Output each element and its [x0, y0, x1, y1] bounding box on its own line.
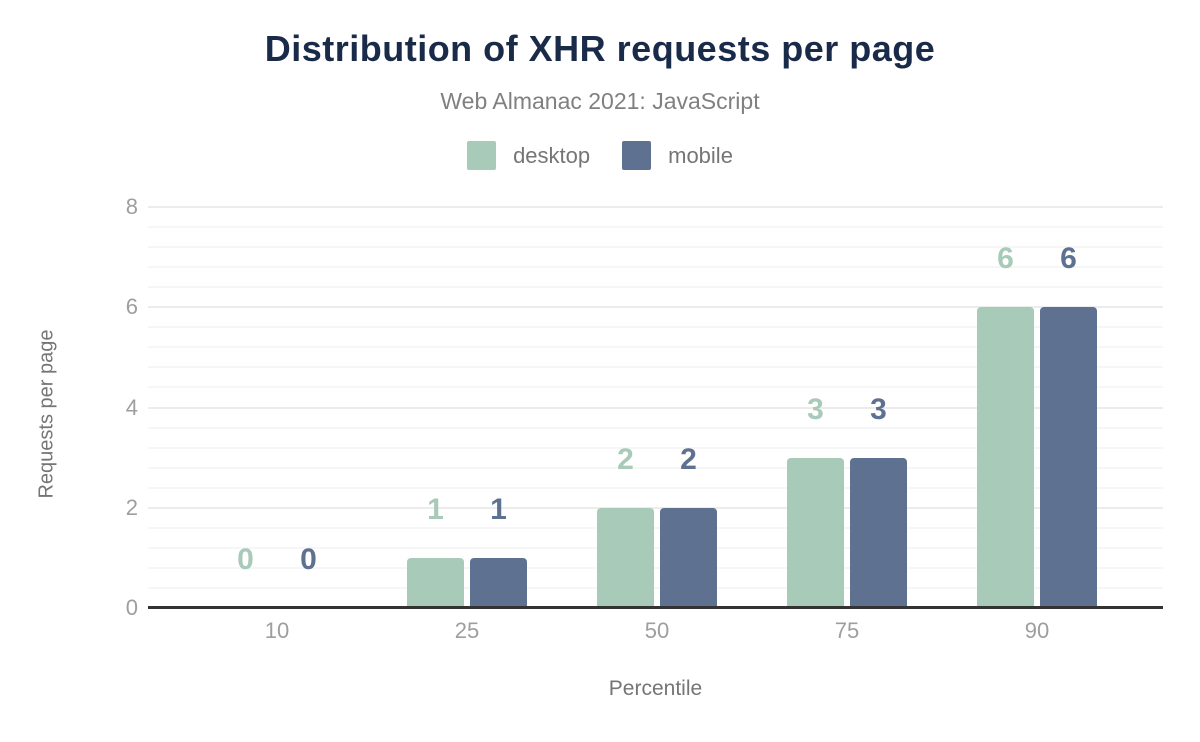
bar-desktop-p50: [597, 508, 654, 608]
bar-label-desktop-p90: 6: [997, 242, 1014, 275]
y-tick-0: 0: [125, 595, 138, 620]
x-tick-50: 50: [644, 618, 670, 643]
gridline-major: [148, 306, 1163, 309]
bar-mobile-p50: [660, 508, 717, 608]
gridline-minor: [148, 446, 1163, 449]
bar-desktop-p90: [977, 307, 1034, 608]
x-tick-90: 90: [1024, 618, 1050, 643]
gridline-major: [148, 406, 1163, 409]
y-tick-6: 6: [125, 294, 138, 320]
bar-label-mobile-p25: 1: [490, 493, 507, 526]
bar-label-desktop-p25: 1: [427, 493, 444, 526]
gridline-minor: [148, 226, 1163, 229]
x-tick-75: 75: [834, 618, 860, 643]
bar-label-desktop-p10: 0: [237, 543, 254, 576]
bar-desktop-p25: [407, 558, 464, 608]
y-tick-2: 2: [125, 494, 138, 520]
bar-mobile-p90: [1040, 307, 1097, 608]
legend: desktop mobile: [0, 141, 1200, 170]
y-tick-4: 4: [125, 394, 138, 420]
mobile-swatch: [622, 141, 652, 170]
x-tick-10: 10: [264, 618, 290, 643]
desktop-swatch: [467, 141, 497, 170]
legend-item-mobile: mobile: [622, 141, 733, 170]
gridline-minor: [148, 586, 1163, 589]
gridline-minor: [148, 266, 1163, 269]
legend-item-desktop: desktop: [467, 141, 590, 170]
gridline-minor: [148, 486, 1163, 489]
legend-label-desktop: desktop: [513, 142, 591, 168]
gridline-minor: [148, 346, 1163, 349]
bar-label-mobile-p75: 3: [870, 393, 887, 426]
gridline-minor: [148, 386, 1163, 389]
bar-mobile-p75: [850, 458, 907, 608]
gridline-major: [148, 506, 1163, 509]
bar-label-desktop-p75: 3: [807, 393, 824, 426]
x-axis-title: Percentile: [608, 677, 703, 700]
gridline-minor: [148, 526, 1163, 529]
x-tick-25: 25: [454, 618, 480, 643]
chart-title: Distribution of XHR requests per page: [264, 28, 936, 69]
legend-label-mobile: mobile: [668, 142, 733, 168]
gridline-minor: [148, 426, 1163, 429]
gridline-minor: [148, 566, 1163, 569]
bar-label-mobile-p90: 6: [1060, 242, 1077, 275]
y-tick-8: 8: [125, 194, 138, 219]
x-axis-line: [148, 606, 1163, 609]
bar-label-desktop-p50: 2: [617, 443, 634, 476]
gridline-minor: [148, 466, 1163, 469]
bar-mobile-p25: [470, 558, 527, 608]
gridline-major: [148, 206, 1163, 208]
gridline-minor: [148, 246, 1163, 249]
bar-label-mobile-p10: 0: [300, 543, 317, 576]
plot-area: 0 0 1 1 2 2 3 3 6 6: [148, 206, 1163, 609]
bar-label-mobile-p50: 2: [680, 443, 697, 476]
chart-subtitle: Web Almanac 2021: JavaScript: [440, 88, 760, 114]
gridline-minor: [148, 286, 1163, 289]
gridline-minor: [148, 546, 1163, 549]
bar-desktop-p75: [787, 458, 844, 608]
gridline-minor: [148, 366, 1163, 369]
gridline-minor: [148, 326, 1163, 329]
